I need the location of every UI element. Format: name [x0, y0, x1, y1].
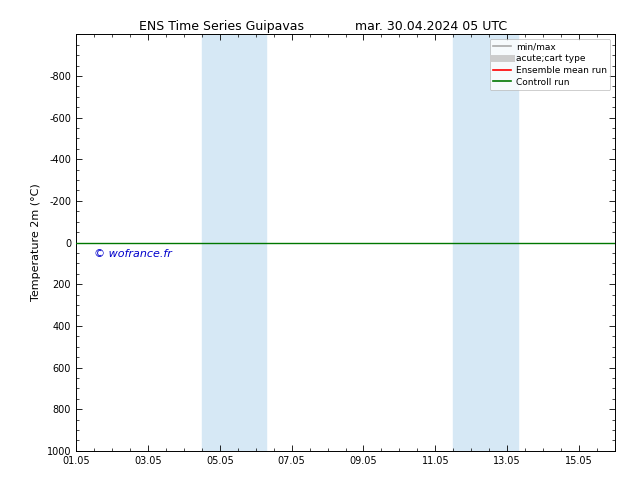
Text: mar. 30.04.2024 05 UTC: mar. 30.04.2024 05 UTC	[355, 20, 507, 33]
Bar	[453, 34, 518, 451]
Y-axis label: Temperature 2m (°C): Temperature 2m (°C)	[31, 184, 41, 301]
Text: ENS Time Series Guipavas: ENS Time Series Guipavas	[139, 20, 304, 33]
Legend: min/max, acute;cart type, Ensemble mean run, Controll run: min/max, acute;cart type, Ensemble mean …	[489, 39, 611, 90]
Text: © wofrance.fr: © wofrance.fr	[94, 249, 172, 259]
Bar	[202, 34, 266, 451]
